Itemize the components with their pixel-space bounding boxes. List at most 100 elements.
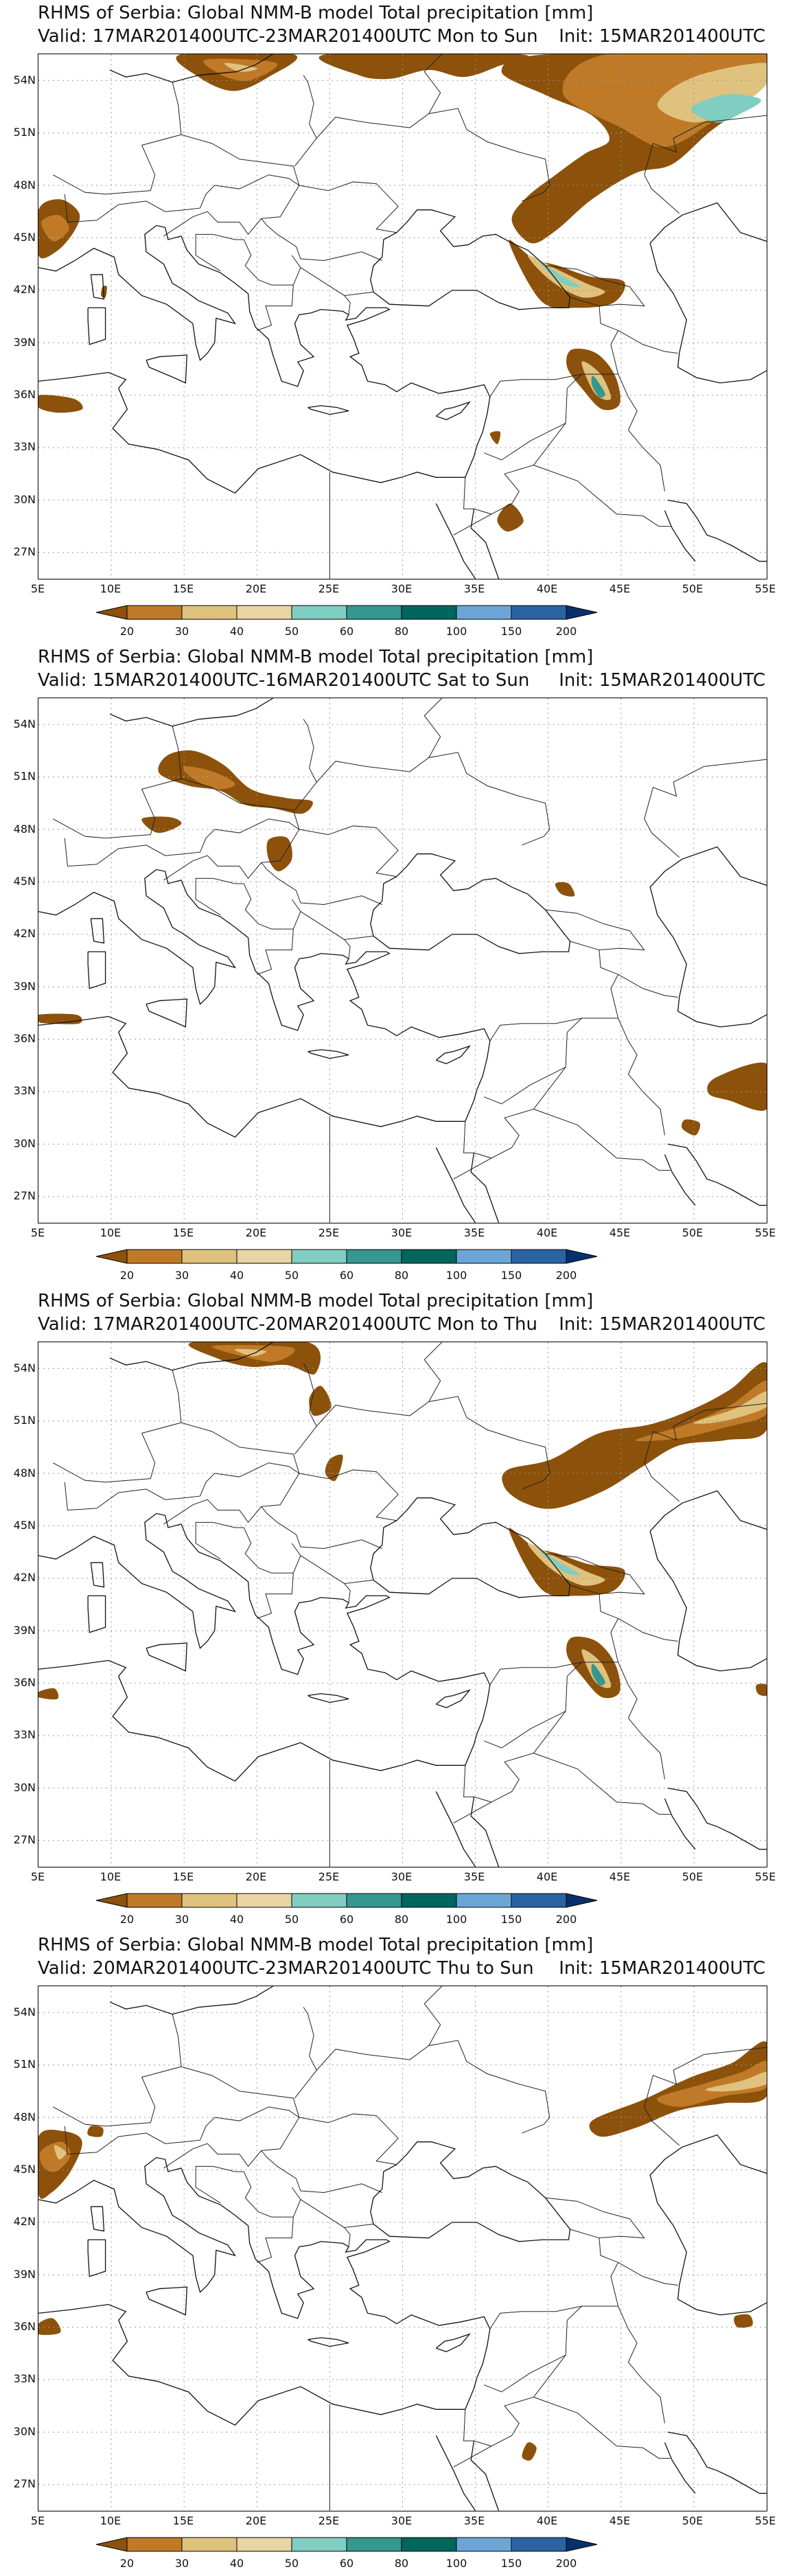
longitude-label: 45E [609, 2514, 631, 2527]
border-line [618, 2305, 665, 2424]
border-line [261, 218, 382, 261]
longitude-label: 50E [682, 1226, 704, 1239]
colorbar-segment [291, 1893, 347, 1908]
latitude-label: 33N [13, 1728, 36, 1742]
colorbar-tick-label: 60 [339, 1269, 354, 1282]
colorbar-segment [401, 1893, 457, 1908]
colorbar-segment [511, 605, 567, 620]
border-line [294, 719, 317, 811]
longitude-label: 55E [754, 2514, 776, 2527]
border-line [545, 265, 645, 307]
colorbar-segment [456, 1893, 512, 1908]
border-line [463, 477, 474, 509]
longitude-label: 20E [245, 1226, 267, 1239]
longitude-label: 40E [536, 582, 558, 595]
precipitation-area [591, 376, 605, 398]
precipitation-area [38, 1688, 59, 1700]
latitude-label: 42N [13, 1571, 36, 1585]
border-line [316, 1396, 550, 1490]
coastline [90, 2206, 105, 2232]
colorbar-segment [291, 605, 347, 620]
latitude-label: 39N [13, 2267, 36, 2281]
border-line [300, 911, 374, 940]
border-line [52, 134, 300, 223]
coastlines [38, 698, 767, 1223]
coastline [667, 2431, 767, 2494]
longitude-label: 30E [391, 1870, 413, 1883]
colorbar-legend: 20 30 40 50 60 80 100 150 200 [96, 1248, 707, 1285]
border-line [484, 1017, 582, 1105]
latitude-label: 45N [13, 2163, 36, 2176]
colorbar-tick-label: 200 [555, 625, 577, 638]
longitude-label: 40E [536, 1226, 558, 1239]
longitude-label: 50E [682, 582, 704, 595]
border-line [489, 950, 619, 1042]
border-line [423, 698, 443, 758]
coastline [109, 1986, 273, 2015]
colorbar-segment [126, 1249, 183, 1264]
coastline [38, 225, 491, 483]
colorbar-tick-label: 30 [174, 1269, 189, 1282]
colorbar-tick-label: 50 [284, 625, 299, 638]
latitude-label: 51N [13, 1414, 36, 1427]
border-line [545, 1553, 645, 1595]
coastline [435, 1045, 472, 1064]
coastline [649, 1490, 767, 1672]
latitude-label: 36N [13, 1675, 36, 1689]
coastline [90, 274, 105, 300]
coastline [109, 698, 273, 727]
graticule [38, 54, 767, 579]
precipitation-area [522, 2442, 537, 2461]
longitude-label: 55E [754, 1226, 776, 1239]
border-line [533, 2397, 671, 2459]
longitude-label: 10E [100, 582, 121, 595]
border-line [172, 726, 182, 779]
colorbar-tick-label: 40 [229, 2557, 244, 2570]
colorbar-scale [96, 2537, 598, 2552]
border-line [163, 829, 300, 881]
border-line [489, 1594, 619, 1686]
precipitation-area [539, 262, 581, 288]
coastline [307, 2337, 349, 2347]
coastline [146, 1642, 188, 1672]
precipitation-area [183, 766, 235, 790]
coastline [370, 209, 571, 310]
coastlines [38, 54, 767, 579]
border-line [344, 939, 351, 959]
precipitation-area [681, 1119, 701, 1136]
colorbar-tick-label: 40 [229, 1269, 244, 1282]
graticule [38, 1986, 767, 2511]
longitude-label: 10E [100, 2514, 121, 2527]
border-line [489, 2238, 619, 2330]
latitude-label: 51N [13, 770, 36, 783]
precipitation-area [690, 94, 761, 123]
colorbar-segment [401, 605, 457, 620]
latitude-label: 54N [13, 1361, 36, 1375]
border-line [644, 1403, 767, 1502]
colorbar-segment [511, 1893, 567, 1908]
border-line [195, 877, 301, 930]
coastlines [38, 1342, 767, 1867]
colorbar-tick-label: 40 [229, 625, 244, 638]
border-line [533, 1109, 671, 1171]
latitude-label: 27N [13, 1832, 36, 1846]
longitude-label: 5E [30, 1226, 45, 1239]
colorbar-tick-label: 50 [284, 1269, 299, 1282]
border-line [299, 1469, 399, 1521]
coastline [664, 2442, 696, 2494]
colorbar-segment [346, 1249, 402, 1264]
longitude-label: 5E [30, 2514, 45, 2527]
forecast-panel: RHMS of Serbia: Global NMM-B model Total… [0, 1288, 801, 1932]
colorbar-segment [236, 2537, 292, 2552]
border-line [618, 330, 678, 354]
border-line [484, 2305, 582, 2393]
latitude-label: 48N [13, 1466, 36, 1480]
border-line [344, 1583, 351, 1603]
valid-period: Valid: 15MAR201400UTC-16MAR201400UTC Sat… [38, 670, 530, 691]
longitude-label: 15E [172, 2514, 194, 2527]
border-line [463, 2409, 474, 2441]
longitude-label: 45E [609, 1226, 631, 1239]
border-line [533, 465, 671, 527]
latitude-label: 30N [13, 492, 36, 506]
